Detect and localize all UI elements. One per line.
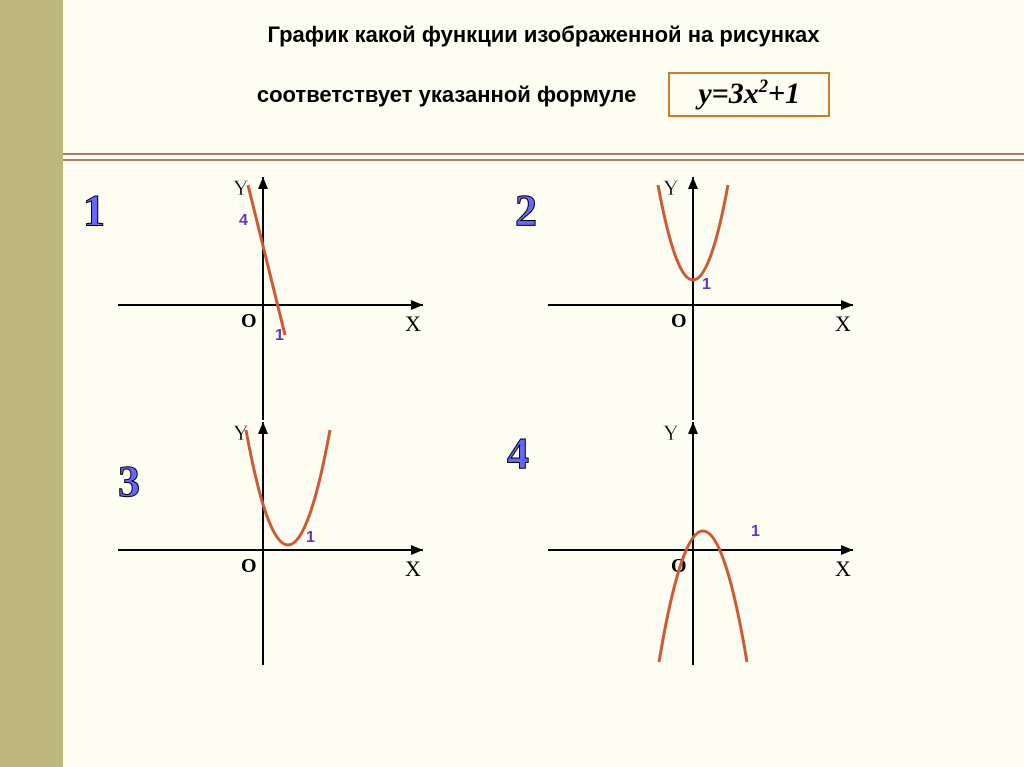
svg-text:Y: Y [663, 175, 679, 200]
svg-text:X: X [835, 311, 851, 336]
graph-svg-2: X Y O 1 [493, 165, 973, 430]
svg-text:Y: Y [663, 420, 679, 445]
svg-text:1: 1 [702, 276, 711, 293]
graph-number-4: 4 [507, 428, 529, 479]
graph-panel-1: 1 X Y O 4 1 [63, 165, 543, 430]
graph-panel-2: 2 X Y O 1 [493, 165, 973, 430]
graph-svg-3: X Y O 1 [63, 410, 543, 675]
main-area: График какой функции изображенной на рис… [63, 0, 1024, 767]
graph-number-3: 3 [118, 456, 140, 507]
title-line1: График какой функции изображенной на рис… [63, 22, 1024, 48]
svg-text:O: O [671, 310, 687, 332]
graph-panel-3: 3 X Y O 1 [63, 410, 543, 675]
svg-text:Y: Y [233, 175, 249, 200]
graph-number-2: 2 [515, 185, 537, 236]
title-line2: соответствует указанной формуле [257, 82, 636, 108]
svg-text:O: O [241, 310, 257, 332]
divider [63, 153, 1024, 161]
svg-text:X: X [405, 311, 421, 336]
svg-text:1: 1 [275, 327, 284, 344]
svg-text:O: O [241, 555, 257, 577]
graph-number-1: 1 [83, 185, 105, 236]
graph-svg-4: X Y O 1 [493, 410, 973, 675]
svg-text:1: 1 [751, 523, 760, 540]
svg-text:X: X [405, 556, 421, 581]
graph-panel-4: 4 X Y O 1 [493, 410, 973, 675]
graph-svg-1: X Y O 4 1 [63, 165, 543, 430]
svg-text:X: X [835, 556, 851, 581]
sidebar-stripe [0, 0, 63, 767]
svg-text:1: 1 [306, 529, 315, 546]
formula-box: y=3x2+1 [668, 72, 830, 117]
svg-text:4: 4 [239, 212, 248, 229]
title-line2-wrap: соответствует указанной формуле y=3x2+1 [63, 72, 1024, 117]
